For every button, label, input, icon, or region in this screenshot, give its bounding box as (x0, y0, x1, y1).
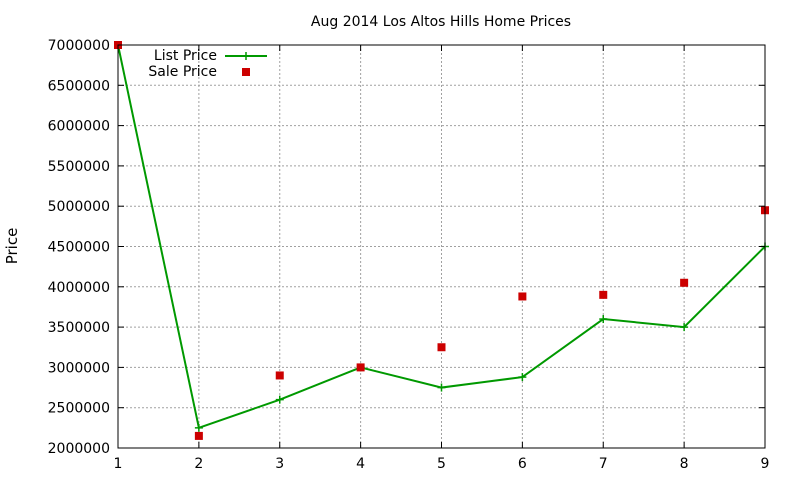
y-tick-label: 2500000 (48, 401, 110, 417)
legend-sample-list-price (225, 52, 267, 60)
series-sale-price (114, 41, 769, 440)
data-point-list-price (437, 383, 446, 392)
grid (118, 45, 765, 448)
legend-sample-sale-price (242, 68, 250, 76)
data-point-sale-price (680, 278, 689, 287)
chart-title: Aug 2014 Los Altos Hills Home Prices (311, 14, 571, 30)
y-tick-label: 5500000 (48, 159, 110, 175)
x-tick-label: 9 (761, 456, 770, 472)
y-tick-label: 7000000 (48, 38, 110, 54)
y-tick-label: 6500000 (48, 78, 110, 94)
legend: List Price Sale Price (148, 48, 267, 80)
data-point-sale-price (599, 290, 608, 299)
legend-marker-sale-price (242, 68, 250, 76)
y-tick-label: 4000000 (48, 280, 110, 296)
x-tick-label: 3 (275, 456, 284, 472)
legend-marker-list-price (242, 52, 250, 60)
x-tick-label: 7 (599, 456, 608, 472)
x-tick-label: 5 (437, 456, 446, 472)
tick-labels: 2000000250000030000003500000400000045000… (48, 38, 770, 472)
data-point-sale-price (437, 343, 446, 352)
data-point-list-price (599, 315, 608, 324)
data-point-list-price (680, 323, 689, 332)
data-point-list-price (194, 423, 203, 432)
x-tick-label: 8 (680, 456, 689, 472)
x-tick-label: 6 (518, 456, 527, 472)
x-tick-label: 2 (194, 456, 203, 472)
data-point-sale-price (275, 371, 284, 380)
legend-label-list-price: List Price (154, 48, 217, 64)
data-point-sale-price (518, 292, 527, 301)
series-layer (114, 41, 769, 440)
y-axis-label: Price (3, 228, 21, 265)
data-point-sale-price (194, 431, 203, 440)
data-point-list-price (275, 395, 284, 404)
legend-label-sale-price: Sale Price (148, 64, 217, 80)
data-point-sale-price (356, 363, 365, 372)
y-tick-label: 5000000 (48, 199, 110, 215)
x-tick-label: 1 (114, 456, 123, 472)
y-tick-label: 3000000 (48, 360, 110, 376)
axis-ticks (117, 44, 766, 449)
y-tick-label: 4500000 (48, 240, 110, 256)
y-tick-label: 2000000 (48, 441, 110, 457)
x-tick-label: 4 (356, 456, 365, 472)
y-tick-label: 6000000 (48, 119, 110, 135)
data-point-list-price (518, 373, 527, 382)
y-tick-label: 3500000 (48, 320, 110, 336)
